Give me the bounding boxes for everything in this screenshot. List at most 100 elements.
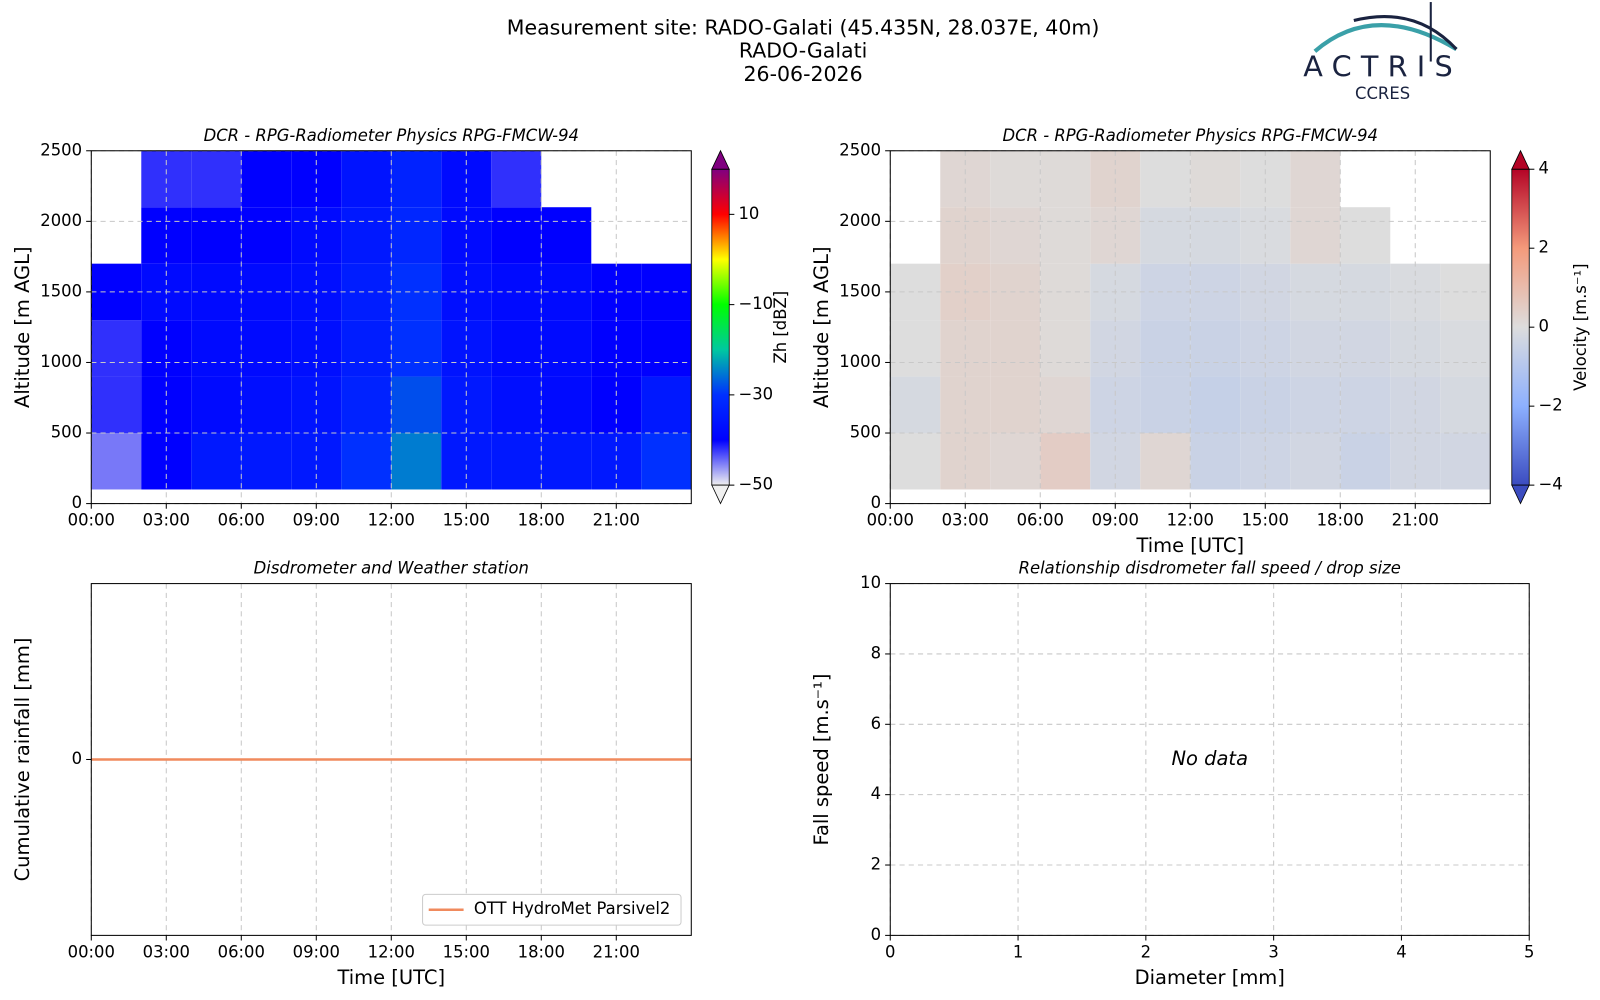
x-tick-label: 03:00 xyxy=(143,942,190,961)
heatmap-cell xyxy=(1040,320,1091,377)
legend-box xyxy=(422,893,682,926)
heatmap-cell xyxy=(890,263,941,321)
heatmap-cell xyxy=(890,320,941,377)
heatmap-cell xyxy=(91,320,142,377)
x-tick-label: 4 xyxy=(1396,942,1406,961)
heatmap-cell xyxy=(990,433,1041,490)
y-tick-label: 1500 xyxy=(40,281,82,300)
y-axis-label: Cumulative rainfall [mm] xyxy=(11,638,34,882)
x-tick-label: 00:00 xyxy=(68,942,115,961)
heatmap-cell xyxy=(491,320,542,377)
y-tick-label: 8 xyxy=(871,643,881,662)
heatmap-cell xyxy=(1190,376,1241,434)
heatmap-cell xyxy=(1290,376,1341,434)
x-tick-label: 06:00 xyxy=(1017,511,1064,530)
colorbar-extend xyxy=(711,484,730,505)
logo-subtext: CCRES xyxy=(1355,84,1410,103)
y-tick-label: 500 xyxy=(850,423,881,442)
heatmap-cell xyxy=(241,433,292,490)
x-tick-label: 00:00 xyxy=(867,511,914,530)
colorbar-tick-label: −50 xyxy=(738,475,773,494)
heatmap-cell xyxy=(990,320,1041,377)
logo-arc xyxy=(1313,23,1458,53)
heatmap-cell xyxy=(541,320,592,377)
y-tick-label: 0 xyxy=(871,493,881,512)
x-tick-label: 5 xyxy=(1524,942,1534,961)
heatmap-cell xyxy=(541,433,592,490)
y-tick-label: 0 xyxy=(72,493,82,512)
heatmap-cell xyxy=(1290,150,1341,208)
y-axis-label: Fall speed [m.s⁻¹] xyxy=(810,674,833,846)
x-tick-label: 18:00 xyxy=(518,511,565,530)
colorbar-extend xyxy=(1511,149,1530,170)
figure-title: Measurement site: RADO-Galati (45.435N, … xyxy=(507,16,1100,40)
heatmap-cell xyxy=(1140,263,1191,321)
heatmap-cell xyxy=(641,376,692,434)
x-tick-label: 21:00 xyxy=(593,511,640,530)
axes-frame xyxy=(889,583,1530,936)
y-tick-label: 2 xyxy=(871,855,881,874)
y-tick-label: 2000 xyxy=(839,211,881,230)
x-tick-label: 09:00 xyxy=(1092,511,1139,530)
colorbar-extend xyxy=(1511,484,1530,505)
y-tick-label: 0 xyxy=(871,925,881,944)
y-tick-label: 10 xyxy=(860,573,881,592)
heatmap-cell xyxy=(341,263,392,321)
heatmap-cell xyxy=(391,207,442,264)
heatmap-cell xyxy=(1440,320,1491,377)
x-tick-label: 06:00 xyxy=(218,942,265,961)
x-tick-label: 18:00 xyxy=(518,942,565,961)
heatmap-cell xyxy=(241,207,292,264)
heatmap-cell xyxy=(441,433,492,490)
heatmap-cell xyxy=(1340,433,1391,490)
axes-title: Disdrometer and Weather station xyxy=(254,559,529,578)
heatmap-cell xyxy=(391,433,442,490)
heatmap-cell xyxy=(1290,320,1341,377)
heatmap-cell xyxy=(191,207,242,264)
figure-date: 26-06-2026 xyxy=(744,62,863,86)
axes-title: DCR - RPG-Radiometer Physics RPG-FMCW-94 xyxy=(204,126,579,145)
heatmap-cell xyxy=(241,150,292,208)
heatmap-cell xyxy=(1140,150,1191,208)
heatmap-cell xyxy=(191,376,242,434)
y-axis-label: Altitude [m AGL] xyxy=(11,246,34,408)
heatmap-cell xyxy=(1190,433,1241,490)
x-tick-label: 06:00 xyxy=(218,511,265,530)
heatmap-cell xyxy=(1140,320,1191,377)
axes-title: DCR - RPG-Radiometer Physics RPG-FMCW-94 xyxy=(1003,126,1378,145)
heatmap-cell xyxy=(1290,433,1341,490)
heatmap-cell xyxy=(241,320,292,377)
heatmap-cell xyxy=(341,150,392,208)
colorbar-label: Velocity [m.s⁻¹] xyxy=(1571,263,1590,390)
colorbar-tick-label: −30 xyxy=(738,384,773,403)
heatmap-cell xyxy=(641,320,692,377)
heatmap-cell xyxy=(291,433,342,490)
heatmap-cell xyxy=(1040,376,1091,434)
colorbar-extend xyxy=(711,149,730,170)
heatmap-cell xyxy=(341,376,392,434)
y-tick-label: 500 xyxy=(51,423,82,442)
x-tick-label: 1 xyxy=(1013,942,1023,961)
heatmap-cell xyxy=(1390,433,1441,490)
x-axis-label: Time [UTC] xyxy=(1135,534,1244,557)
heatmap-cell xyxy=(1040,150,1091,208)
y-tick-label: 2500 xyxy=(40,140,82,159)
x-tick-label: 15:00 xyxy=(1242,511,1289,530)
x-tick-label: 03:00 xyxy=(942,511,989,530)
heatmap-cell xyxy=(1440,376,1491,434)
heatmap-cell xyxy=(990,376,1041,434)
x-tick-label: 18:00 xyxy=(1317,511,1364,530)
heatmap-cell xyxy=(1340,376,1391,434)
y-tick-label: 1000 xyxy=(839,352,881,371)
heatmap-cell xyxy=(341,207,392,264)
x-axis-label: Diameter [mm] xyxy=(1135,966,1285,989)
heatmap-cell xyxy=(491,433,542,490)
logo-arc xyxy=(1353,15,1458,51)
heatmap-cell xyxy=(890,433,941,490)
heatmap-cell xyxy=(91,263,142,321)
heatmap-cell xyxy=(641,433,692,490)
heatmap-cell xyxy=(141,433,192,490)
legend: OTT HydroMet Parsivel2 xyxy=(422,893,682,926)
y-tick-label: 6 xyxy=(871,714,881,733)
heatmap-cell xyxy=(1140,433,1191,490)
